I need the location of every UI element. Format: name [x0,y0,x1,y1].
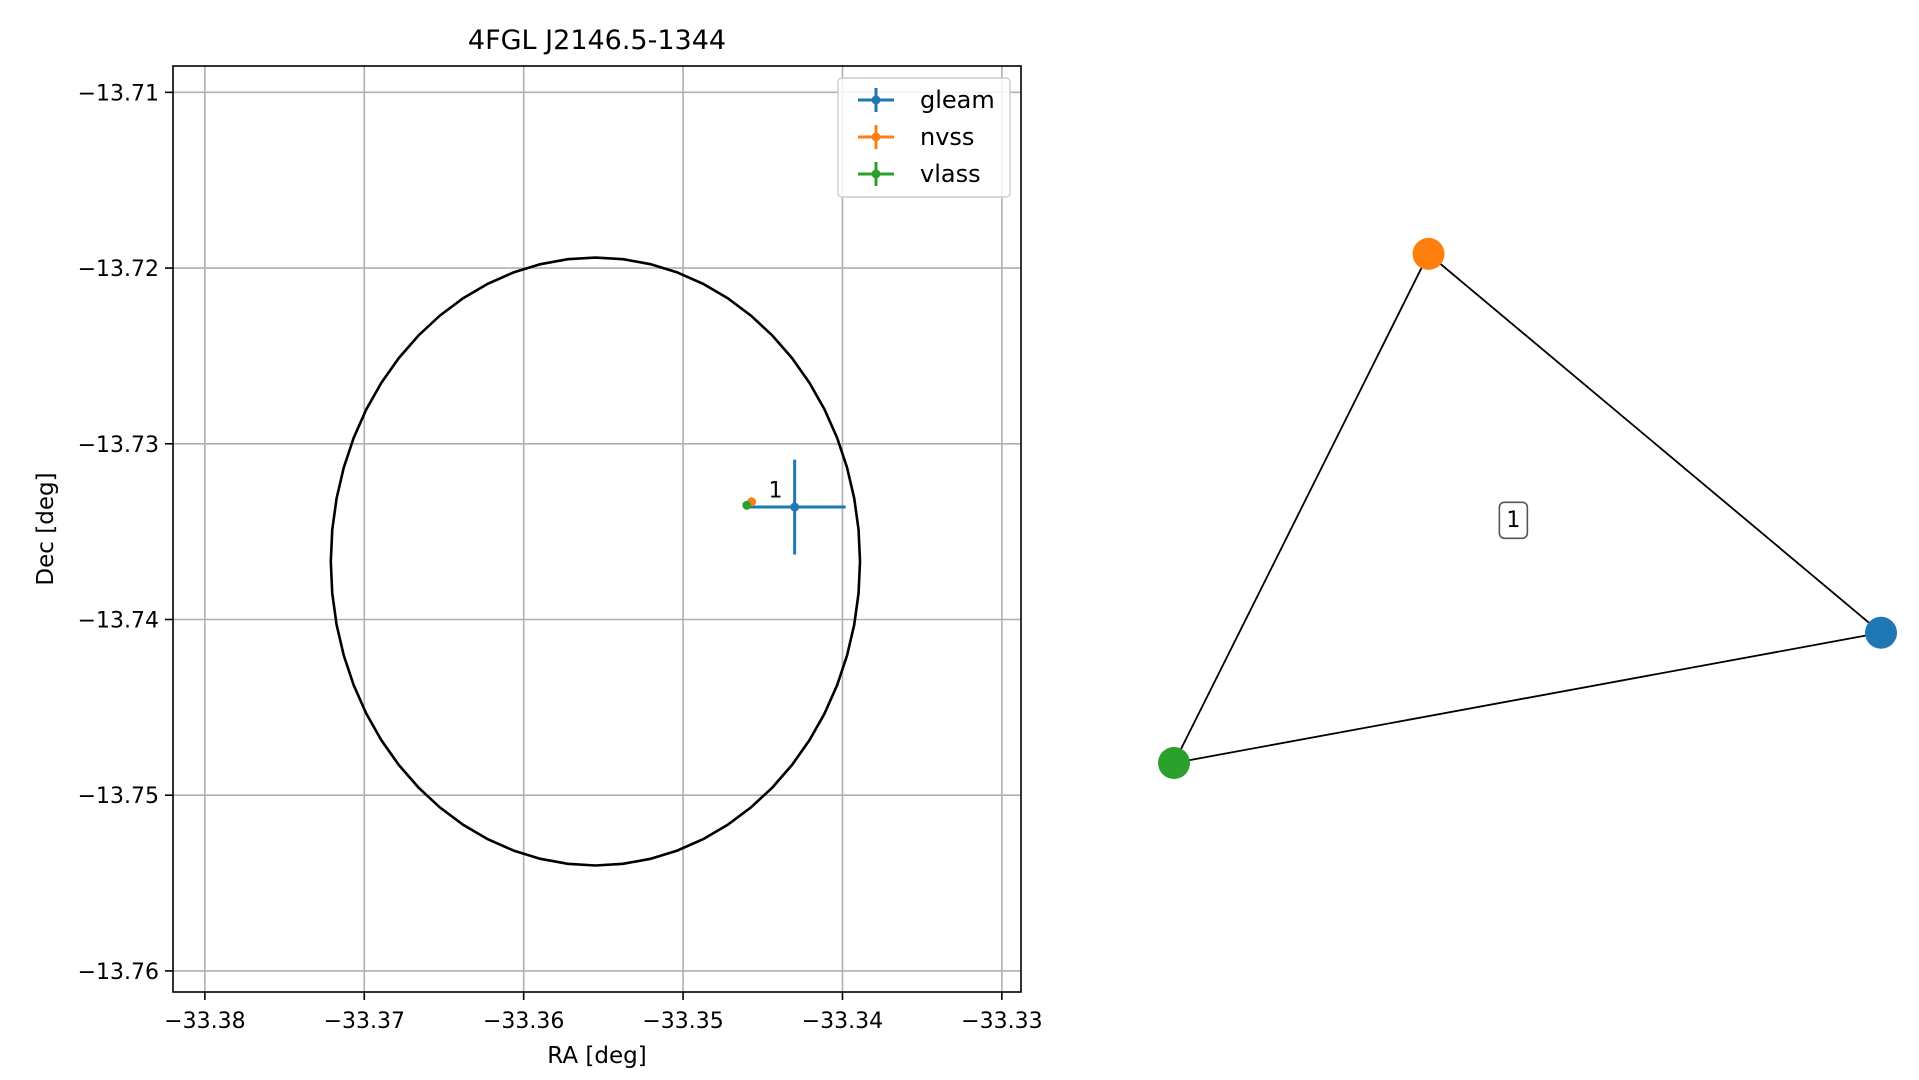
legend-swatch-marker [871,132,881,142]
legend-swatch-marker [871,95,881,105]
legend-entry-nvss: nvss [858,123,974,151]
y-tick-label: −13.73 [78,433,159,458]
graph-edges [1173,253,1882,764]
x-tick-label: −33.35 [642,1009,723,1034]
y-axis-label: Dec [deg] [33,472,59,585]
node-vlass [1158,747,1190,779]
clique-label-group: 1 [1498,501,1529,540]
legend-entry-vlass: vlass [858,160,981,188]
point-marker [790,502,800,512]
node-nvss [1412,237,1445,270]
point-marker [742,500,752,510]
clique-label-box [1498,501,1529,540]
x-tick-label: −33.38 [164,1009,245,1034]
clique-label: 1 [1506,508,1520,533]
y-tick-label: −13.72 [78,257,159,282]
legend-entry-gleam: gleam [858,86,995,114]
y-axis-ticks: −13.71 −13.72 −13.73 −13.74 −13.75 −13.76 [78,81,173,985]
legend-box [837,77,1011,198]
point-vlass [742,500,752,510]
x-tick-label: −33.34 [802,1009,883,1034]
graph-nodes [1158,237,1897,779]
edge-vlass-nvss [1173,253,1430,764]
x-axis-ticks: −33.38 −33.37 −33.36 −33.35 −33.34 −33.33 [164,992,1043,1034]
point-gleam [743,459,846,555]
legend-label: vlass [920,160,981,188]
data-points [742,459,846,555]
edge-gleam-vlass [1173,631,1882,764]
plot-frame [172,65,1022,993]
grid [173,66,1021,992]
localization-ellipse [329,256,862,867]
edge-nvss-gleam [1427,253,1882,634]
legend-swatch-marker [871,169,881,179]
legend-label: gleam [920,86,995,114]
node-gleam [1865,616,1897,649]
legend-label: nvss [920,123,974,151]
y-tick-label: −13.76 [78,960,159,985]
legend: gleam nvss vlass [837,77,1011,198]
y-tick-label: −13.74 [78,608,159,633]
x-tick-label: −33.37 [324,1009,405,1034]
y-tick-label: −13.75 [78,784,159,809]
scatter-panel: 1 −33.38 −33.37 −33.36 −33.35 −33.34 −33.33 −… [33,25,1043,1069]
chart-title: 4FGL J2146.5-1344 [468,25,726,56]
y-tick-label: −13.71 [78,81,159,106]
localization-ellipse-group [329,256,862,867]
network-panel: 1 [1158,237,1897,779]
match-annotation: 1 [769,478,783,503]
x-tick-label: −33.36 [483,1009,564,1034]
x-axis-label: RA [deg] [547,1043,646,1069]
x-tick-label: −33.33 [961,1009,1042,1034]
